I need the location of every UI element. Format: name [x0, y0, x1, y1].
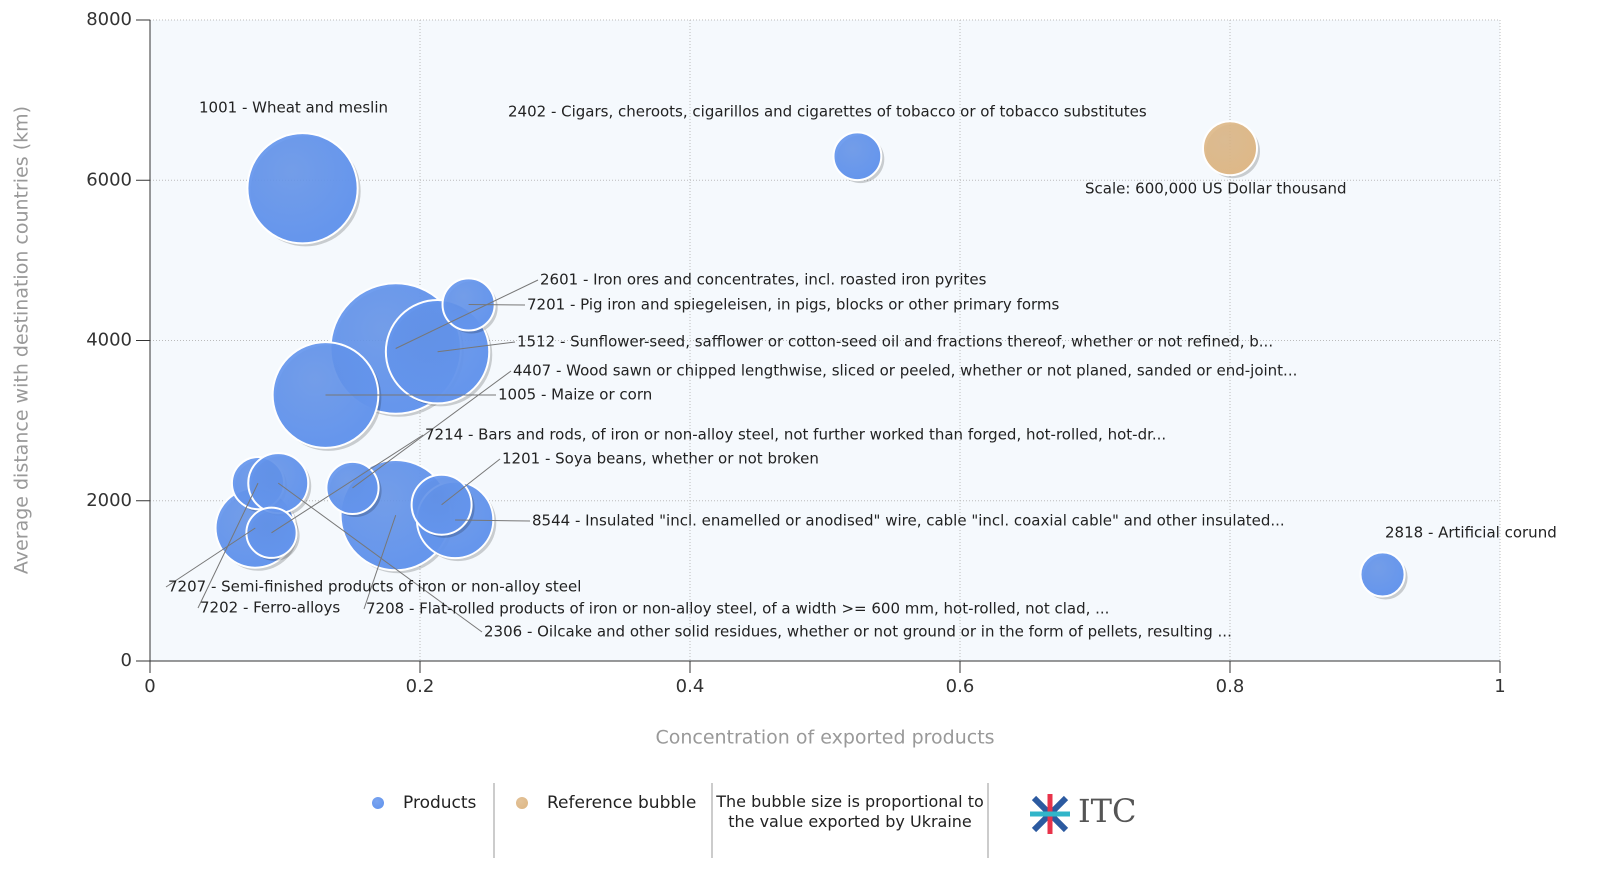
legend-marker	[516, 797, 528, 809]
leader-line	[455, 519, 531, 522]
legend-note: The bubble size is proportional to the v…	[716, 792, 984, 831]
x-axis-title: Concentration of exported products	[655, 727, 994, 749]
bubble-label: 2306 - Oilcake and other solid residues,…	[484, 623, 1232, 641]
x-tick-label: 1	[1494, 676, 1505, 697]
y-tick-label: 6000	[86, 169, 132, 190]
logo-text: ITC	[1078, 792, 1137, 830]
y-tick-label: 8000	[86, 9, 132, 30]
x-tick-label: 0.4	[676, 676, 705, 697]
leader-line	[395, 279, 539, 349]
bubble-label: 1512 - Sunflower-seed, safflower or cott…	[517, 333, 1273, 351]
bubble	[1359, 551, 1406, 598]
bubble	[246, 132, 359, 245]
x-tick-label: 0.2	[406, 676, 435, 697]
bubble-label: 7208 - Flat-rolled products of iron or n…	[366, 600, 1109, 618]
leader-line	[468, 303, 526, 306]
legend-label: Reference bubble	[547, 793, 696, 813]
leader-line	[441, 458, 501, 506]
leader-line	[363, 515, 397, 610]
x-tick-label: 0	[144, 676, 155, 697]
x-tick-label: 0.6	[946, 676, 975, 697]
bubble-label: 7202 - Ferro-alloys	[200, 599, 340, 617]
leader-line	[165, 527, 256, 588]
bubble	[832, 131, 883, 182]
leader-line	[437, 341, 516, 353]
leaders	[165, 279, 539, 633]
leader-line	[277, 482, 483, 633]
x-tick-label: 0.8	[1216, 676, 1245, 697]
y-tick-label: 4000	[86, 330, 132, 351]
bubble-label: 7207 - Semi-finished products of iron or…	[168, 578, 581, 596]
bubble-label: 2818 - Artificial corund	[1385, 524, 1557, 542]
leader-line	[352, 370, 512, 489]
y-tick-label: 0	[121, 650, 132, 671]
logo-icon	[1030, 794, 1070, 834]
bubble	[1202, 120, 1258, 177]
y-tick-label: 2000	[86, 490, 132, 511]
bubble-label: 7201 - Pig iron and spiegeleisen, in pig…	[527, 296, 1060, 314]
legend-label: Products	[403, 793, 477, 813]
leader-line	[271, 434, 424, 534]
bubble-label: Scale: 600,000 US Dollar thousand	[1085, 180, 1347, 198]
y-axis-title: Average distance with destination countr…	[11, 106, 33, 574]
bubble-label: 4407 - Wood sawn or chipped lengthwise, …	[513, 362, 1297, 380]
bubble-label: 1001 - Wheat and meslin	[199, 99, 388, 117]
bubble-label: 1201 - Soya beans, whether or not broken	[502, 450, 819, 468]
bubble-label: 2601 - Iron ores and concentrates, incl.…	[540, 271, 987, 289]
legend-marker	[372, 797, 384, 809]
bubble-label: 2402 - Cigars, cheroots, cigarillos and …	[508, 103, 1147, 121]
bubble-label: 8544 - Insulated "incl. enamelled or ano…	[532, 512, 1285, 530]
bubble-label: 7214 - Bars and rods, of iron or non-all…	[425, 426, 1166, 444]
leader-line	[197, 482, 259, 609]
bubble-label: 1005 - Maize or corn	[498, 386, 652, 404]
